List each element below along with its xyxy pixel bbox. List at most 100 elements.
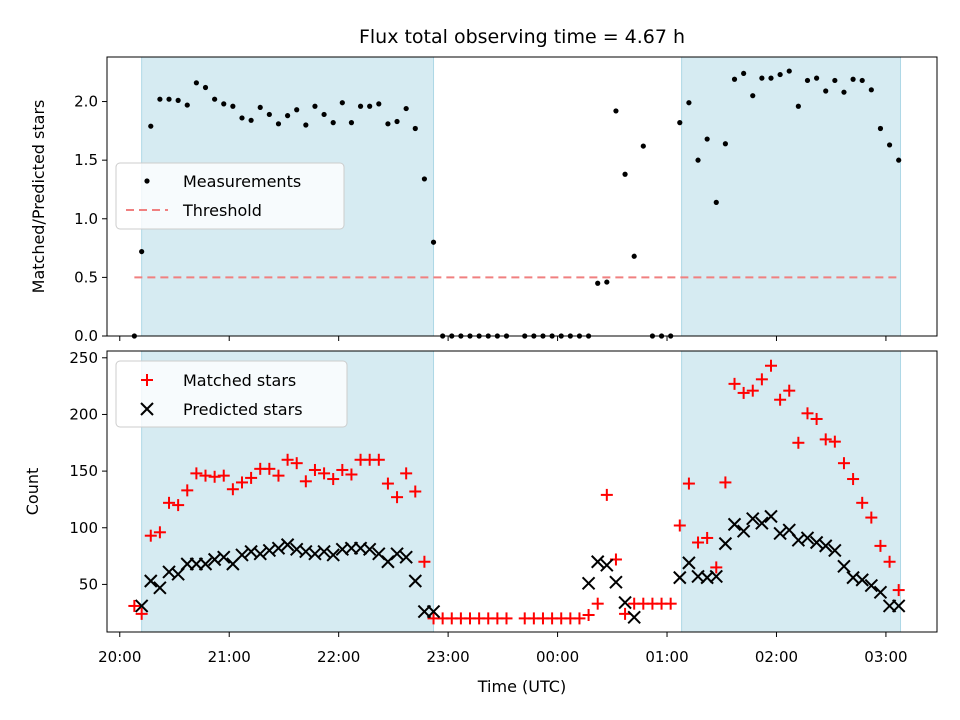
predicted-star-point — [426, 604, 441, 619]
measurement-point — [768, 75, 774, 81]
matched-star-point — [865, 511, 878, 524]
x-tick-label: 20:00 — [98, 648, 141, 666]
matched-star-point — [308, 463, 321, 476]
predicted-star-point — [153, 581, 167, 595]
matched-star-point — [582, 609, 595, 622]
matched-star-point — [163, 496, 176, 509]
measurement-point — [230, 103, 236, 109]
predicted-star-point — [819, 539, 833, 553]
measurement-point — [430, 239, 437, 245]
predicted-star-point — [709, 569, 723, 584]
predicted-star-point — [873, 585, 888, 600]
measurement-point — [157, 96, 163, 102]
matched-star-point — [847, 473, 860, 486]
y-tick-label: 1.0 — [74, 210, 98, 228]
measurement-point — [777, 71, 783, 78]
measurement-point — [394, 118, 400, 125]
y-tick-label: 2.0 — [74, 93, 98, 111]
bottom-legend: Matched stars Predicted stars — [115, 360, 348, 428]
bottom-axes-frame — [106, 350, 938, 633]
measurement-point — [886, 142, 893, 148]
predicted-star-point — [581, 576, 596, 590]
matched-star-point — [290, 457, 303, 470]
matched-star-point — [391, 491, 404, 504]
matched-star-point — [682, 477, 695, 490]
bottom-y-axis-label: Count — [23, 468, 42, 516]
measurement-point — [239, 115, 245, 121]
matched-star-point — [892, 584, 905, 597]
predicted-star-point — [837, 559, 851, 573]
predicted-star-point — [809, 535, 824, 550]
measurement-point — [823, 88, 829, 94]
predicted-star-point — [399, 550, 413, 564]
matched-star-point — [692, 536, 705, 549]
y-tick-label: 200 — [69, 405, 98, 423]
measurement-point — [804, 77, 811, 84]
predicted-star-point — [727, 517, 742, 532]
measurement-point — [221, 101, 227, 107]
measurement-point — [257, 104, 263, 111]
matched-star-point — [345, 468, 358, 481]
predicted-star-point — [217, 550, 231, 564]
measurement-point — [303, 122, 309, 128]
measurement-point — [640, 143, 646, 149]
matched-star-point — [874, 539, 887, 552]
measurement-point — [686, 100, 692, 106]
measurement-point — [202, 84, 209, 91]
measurement-point — [275, 121, 282, 127]
measurement-point — [357, 103, 364, 109]
measurement-point — [750, 93, 756, 99]
predicted-star-point — [864, 578, 879, 593]
measurements-points — [131, 68, 902, 339]
bottom-y-ticks: 50 100 150 200 250 — [69, 349, 107, 593]
measurement-point — [695, 157, 701, 163]
matched-star-point — [409, 485, 422, 498]
matched-star-point — [153, 526, 166, 539]
measurement-point — [604, 279, 610, 285]
measurement-point — [704, 136, 710, 142]
matched-star-point — [591, 597, 604, 610]
measurement-point — [348, 120, 355, 126]
shaded-interval-2 — [681, 350, 902, 633]
measurement-point — [814, 75, 820, 81]
y-tick-label: 100 — [69, 519, 98, 537]
predicted-star-point — [618, 595, 632, 610]
y-tick-label: 250 — [69, 349, 98, 367]
matched-star-point — [135, 607, 148, 620]
predicted-star-point — [144, 574, 158, 588]
measurement-point — [713, 199, 719, 205]
measurement-point — [166, 96, 172, 102]
matched-star-point — [746, 384, 759, 397]
measurement-point — [795, 103, 801, 109]
predicted-star-point — [408, 574, 422, 588]
predicted-star-point — [609, 575, 623, 589]
top-y-axis-label: Matched/Predicted stars — [29, 100, 48, 294]
matched-star-point — [226, 483, 239, 496]
matched-star-point — [208, 470, 221, 483]
measurement-point — [786, 68, 792, 74]
matched-star-point — [755, 373, 768, 386]
matched-star-point — [600, 488, 613, 501]
legend-measurements-label: Measurements — [183, 172, 301, 191]
predicted-star-point — [253, 547, 267, 561]
matched-star-point — [381, 477, 394, 490]
measurement-point — [877, 125, 884, 132]
matched-star-point — [737, 386, 750, 399]
predicted-star-point — [764, 509, 778, 524]
measurement-point — [412, 125, 418, 132]
matched-star-point — [801, 407, 814, 420]
predicted-star-point — [773, 526, 787, 541]
matched-star-point — [181, 484, 194, 497]
measurement-point — [613, 108, 619, 114]
matched-star-point — [172, 499, 185, 512]
x-axis-label: Time (UTC) — [477, 677, 566, 696]
measurement-point — [868, 87, 874, 93]
predicted-star-point — [590, 555, 605, 569]
x-tick-label: 21:00 — [208, 648, 251, 666]
measurement-point — [631, 253, 637, 259]
predicted-star-point — [718, 536, 733, 551]
matched-star-point — [199, 469, 212, 482]
y-tick-label: 0.0 — [74, 327, 98, 345]
measurement-point — [832, 77, 838, 84]
